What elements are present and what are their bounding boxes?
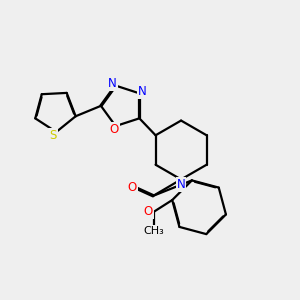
Text: N: N: [108, 77, 117, 91]
Text: N: N: [138, 85, 147, 98]
Text: CH₃: CH₃: [144, 226, 165, 236]
Text: O: O: [144, 205, 153, 218]
Text: O: O: [128, 181, 136, 194]
Text: S: S: [49, 129, 57, 142]
Text: O: O: [110, 123, 118, 136]
Text: N: N: [177, 178, 185, 191]
